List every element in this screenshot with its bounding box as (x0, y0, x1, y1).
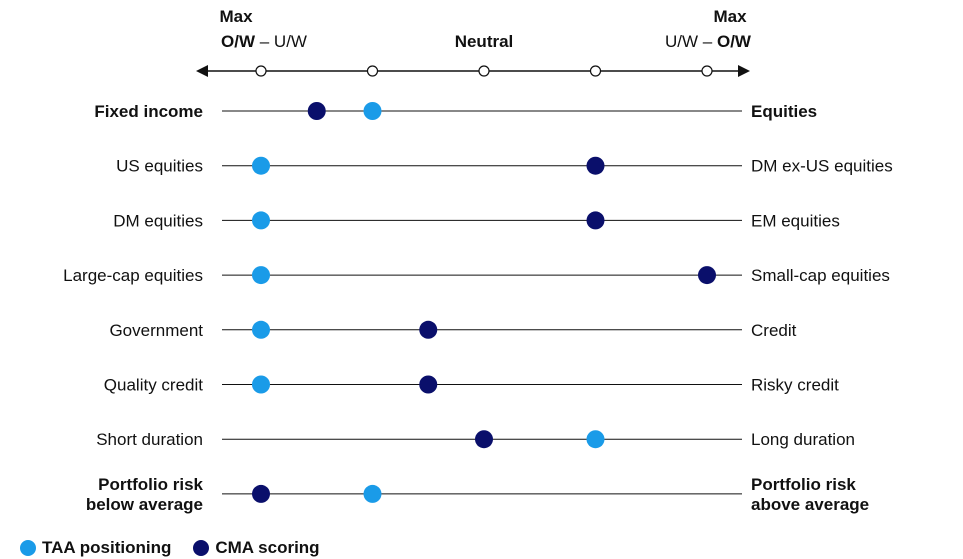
cma-point (307, 102, 326, 120)
chart-row: US equities DM ex-US equities (116, 156, 893, 176)
scale-header: Max O/W – U/W Neutral Max U/W – O/W (219, 7, 751, 51)
scale-tick-marker (478, 65, 490, 77)
row-right-label: Credit (751, 321, 797, 340)
row-right-label: Small-cap equities (751, 266, 890, 285)
scale-tick-marker (255, 65, 267, 77)
row-left-label: US equities (116, 157, 203, 176)
taa-point (586, 430, 605, 449)
neutral-label: Neutral (455, 32, 514, 51)
chart-row: Quality credit Risky credit (104, 375, 839, 395)
row-right-label: Long duration (751, 430, 855, 449)
cma-point (475, 430, 493, 449)
row-right-label: Risky credit (751, 376, 839, 395)
scale-tick-marker (366, 65, 379, 77)
cma-point (698, 266, 716, 285)
scale-tick-marker (589, 65, 602, 77)
cma-point (586, 211, 605, 230)
taa-point (252, 211, 270, 230)
right-uw-label: U/W (665, 32, 698, 51)
taa-point (363, 102, 382, 120)
rows-group: Fixed income Equities US equities DM ex-US … (63, 102, 893, 514)
taa-point (252, 375, 270, 394)
arrow-left-icon (196, 65, 208, 77)
right-scale-label: U/W – O/W (665, 32, 752, 51)
left-max-label: Max (219, 7, 253, 26)
taa-swatch-icon (20, 540, 36, 556)
row-left-label: Quality credit (104, 376, 203, 395)
chart-row: DM equities EM equities (113, 211, 840, 230)
row-left-label: Government (109, 321, 203, 340)
taa-point (363, 484, 382, 503)
cma-point (586, 156, 605, 175)
left-scale-label: O/W – U/W (221, 32, 307, 51)
taa-point (252, 320, 270, 339)
arrow-right-icon (738, 65, 750, 77)
chart-row: Government Credit (109, 320, 797, 340)
legend-label-taa: TAA positioning (42, 538, 172, 557)
right-sep: – (698, 32, 717, 51)
right-max-label: Max (713, 7, 747, 26)
cma-point (419, 320, 438, 339)
left-sep: – (255, 32, 274, 51)
legend: TAA positioning CMA scoring (20, 538, 320, 558)
row-left-label: Portfolio risk below average (86, 475, 204, 514)
cma-point (252, 484, 270, 503)
left-ow-label: O/W (221, 32, 256, 51)
positioning-chart: Max O/W – U/W Neutral Max U/W – O/W Fixe… (63, 7, 893, 514)
row-left-label: Short duration (96, 430, 203, 449)
chart-row: Large-cap equities Small-cap equities (63, 266, 890, 285)
row-right-label: EM equities (751, 211, 840, 230)
scale-axis (196, 65, 750, 77)
scale-tick-marker (701, 65, 713, 77)
row-left-label: Fixed income (94, 102, 203, 121)
left-uw-label: U/W (274, 32, 307, 51)
row-left-label: DM equities (113, 211, 203, 230)
chart-row: Short duration Long duration (96, 430, 855, 449)
taa-point (252, 156, 270, 175)
legend-item-cma: CMA scoring (193, 538, 320, 558)
right-ow-label: O/W (717, 32, 752, 51)
row-right-label: DM ex-US equities (751, 157, 893, 176)
chart-row: Fixed income Equities (94, 102, 817, 121)
legend-item-taa: TAA positioning (20, 538, 171, 558)
row-left-label: Large-cap equities (63, 266, 203, 285)
row-right-label: Equities (751, 102, 817, 121)
chart-row: Portfolio risk below average Portfolio ris… (86, 475, 869, 514)
legend-label-cma: CMA scoring (215, 538, 320, 557)
cma-point (419, 375, 438, 394)
row-right-label: Portfolio risk above average (751, 475, 869, 514)
cma-swatch-icon (193, 540, 210, 556)
taa-point (252, 266, 270, 285)
